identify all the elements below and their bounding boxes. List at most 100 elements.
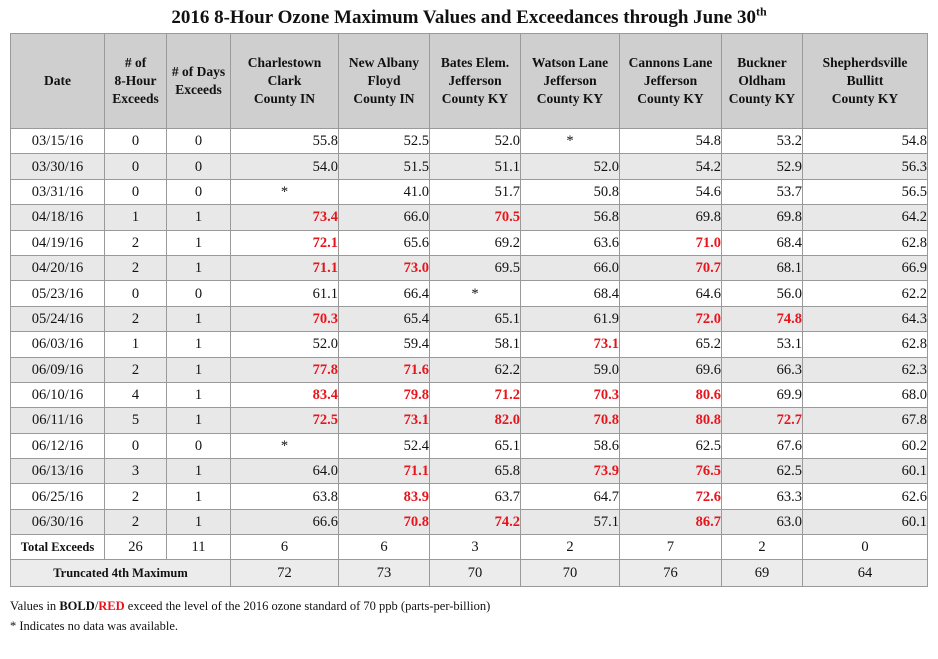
value-cell: 56.0 [721, 280, 803, 307]
exceeds-cell: 2 [104, 483, 167, 510]
value-cell: 59.4 [338, 331, 430, 358]
value-cell: 69.8 [619, 204, 722, 231]
table-row: 06/10/16 4 1 83.4 79.8 71.2 70.3 80.6 69.9 68.0 [10, 381, 928, 409]
value-cell: 60.2 [802, 432, 928, 460]
value-cell: 64.6 [619, 280, 722, 307]
value-cell: 74.8 [721, 305, 803, 333]
date-cell: 06/09/16 [10, 356, 105, 383]
table-row: 05/24/16 2 1 70.3 65.4 65.1 61.9 72.0 74.8 64.3 [10, 305, 928, 333]
value-cell: 79.8 [338, 381, 430, 409]
value-cell: 69.6 [619, 356, 722, 383]
column-header-line: County IN [353, 91, 415, 106]
value-cell: 52.0 [230, 331, 339, 358]
column-header-line: 8-Hour [114, 73, 157, 88]
days-cell: 1 [166, 204, 231, 231]
truncated-row: Truncated 4th Maximum 72 73 70 70 76 69 … [10, 559, 928, 588]
column-header-line: Cannons Lane [628, 55, 713, 70]
column-header: Date [10, 33, 105, 129]
days-cell: 0 [166, 127, 231, 155]
column-header-line: Clark [267, 73, 302, 88]
value-cell: 80.8 [619, 407, 722, 434]
column-header-line: Jefferson [543, 73, 597, 88]
column-header-line: Oldham [738, 73, 786, 88]
value-cell: 57.1 [520, 508, 620, 536]
value-cell: 65.8 [429, 458, 521, 485]
value-cell: 70.8 [338, 508, 430, 536]
value-cell: 68.0 [802, 381, 928, 409]
value-cell: 71.6 [338, 356, 430, 383]
value-cell: 53.2 [721, 127, 803, 155]
truncated-value: 69 [721, 559, 803, 588]
no-data-note: * Indicates no data was available. [10, 619, 178, 633]
exceeds-cell: 2 [104, 508, 167, 536]
totals-value: 3 [429, 534, 521, 561]
value-cell: 70.7 [619, 254, 722, 282]
exceeds-cell: 4 [104, 381, 167, 409]
value-cell: 62.8 [802, 229, 928, 256]
value-cell: 68.4 [721, 229, 803, 256]
table-row: 06/11/16 5 1 72.5 73.1 82.0 70.8 80.8 72.7 67.8 [10, 407, 928, 434]
value-cell: 66.3 [721, 356, 803, 383]
value-cell: 70.3 [520, 381, 620, 409]
value-cell: 54.8 [802, 127, 928, 155]
exceeds-cell: 0 [104, 178, 167, 206]
header-row: Date # of 8-Hour Exceeds # of Days Exceeds Cha… [10, 33, 928, 129]
date-cell: 06/10/16 [10, 381, 105, 409]
value-cell: 52.0 [520, 153, 620, 180]
value-cell: 70.3 [230, 305, 339, 333]
days-cell: 1 [166, 458, 231, 485]
days-cell: 1 [166, 305, 231, 333]
date-cell: 04/18/16 [10, 204, 105, 231]
value-cell: 62.5 [619, 432, 722, 460]
value-cell: 72.0 [619, 305, 722, 333]
value-cell: 63.0 [721, 508, 803, 536]
value-cell: 83.9 [338, 483, 430, 510]
totals-value: 6 [338, 534, 430, 561]
value-cell: 64.0 [230, 458, 339, 485]
value-cell: 72.5 [230, 407, 339, 434]
date-cell: 03/31/16 [10, 178, 105, 206]
value-cell: 83.4 [230, 381, 339, 409]
value-cell: 65.1 [429, 432, 521, 460]
exceeds-cell: 0 [104, 432, 167, 460]
value-cell: 68.4 [520, 280, 620, 307]
value-cell: 51.1 [429, 153, 521, 180]
date-cell: 06/11/16 [10, 407, 105, 434]
value-cell: * [230, 178, 339, 206]
value-cell: 69.2 [429, 229, 521, 256]
value-cell: 64.7 [520, 483, 620, 510]
value-cell: 54.0 [230, 153, 339, 180]
totals-value: 2 [520, 534, 620, 561]
column-header: # of 8-Hour Exceeds [104, 33, 167, 129]
date-cell: 06/30/16 [10, 508, 105, 536]
value-cell: 72.1 [230, 229, 339, 256]
legend-note: Values in BOLD/RED exceed the level of t… [10, 596, 910, 616]
days-cell: 1 [166, 381, 231, 409]
column-header-line: Floyd [367, 73, 401, 88]
value-cell: 41.0 [338, 178, 430, 206]
truncated-label: Truncated 4th Maximum [10, 559, 231, 588]
value-cell: 59.0 [520, 356, 620, 383]
truncated-value: 72 [230, 559, 339, 588]
table-row: 05/23/16 0 0 61.1 66.4 * 68.4 64.6 56.0 62.2 [10, 280, 928, 307]
value-cell: 82.0 [429, 407, 521, 434]
value-cell: 52.9 [721, 153, 803, 180]
value-cell: 62.2 [802, 280, 928, 307]
column-header-line: Buckner [737, 55, 787, 70]
totals-value: 0 [802, 534, 928, 561]
column-header-line: Bullitt [846, 73, 884, 88]
days-cell: 1 [166, 356, 231, 383]
value-cell: 72.6 [619, 483, 722, 510]
column-header-line: County KY [637, 91, 704, 106]
value-cell: 67.6 [721, 432, 803, 460]
page-title: 2016 8-Hour Ozone Maximum Values and Exc… [0, 6, 938, 30]
exceeds-cell: 3 [104, 458, 167, 485]
totals-value: 2 [721, 534, 803, 561]
truncated-value: 64 [802, 559, 928, 588]
totals-row: Total Exceeds 26 11 6 6 3 2 7 2 0 [10, 534, 928, 561]
days-cell: 1 [166, 483, 231, 510]
value-cell: 65.1 [429, 305, 521, 333]
value-cell: 66.6 [230, 508, 339, 536]
date-cell: 05/23/16 [10, 280, 105, 307]
value-cell: 58.6 [520, 432, 620, 460]
